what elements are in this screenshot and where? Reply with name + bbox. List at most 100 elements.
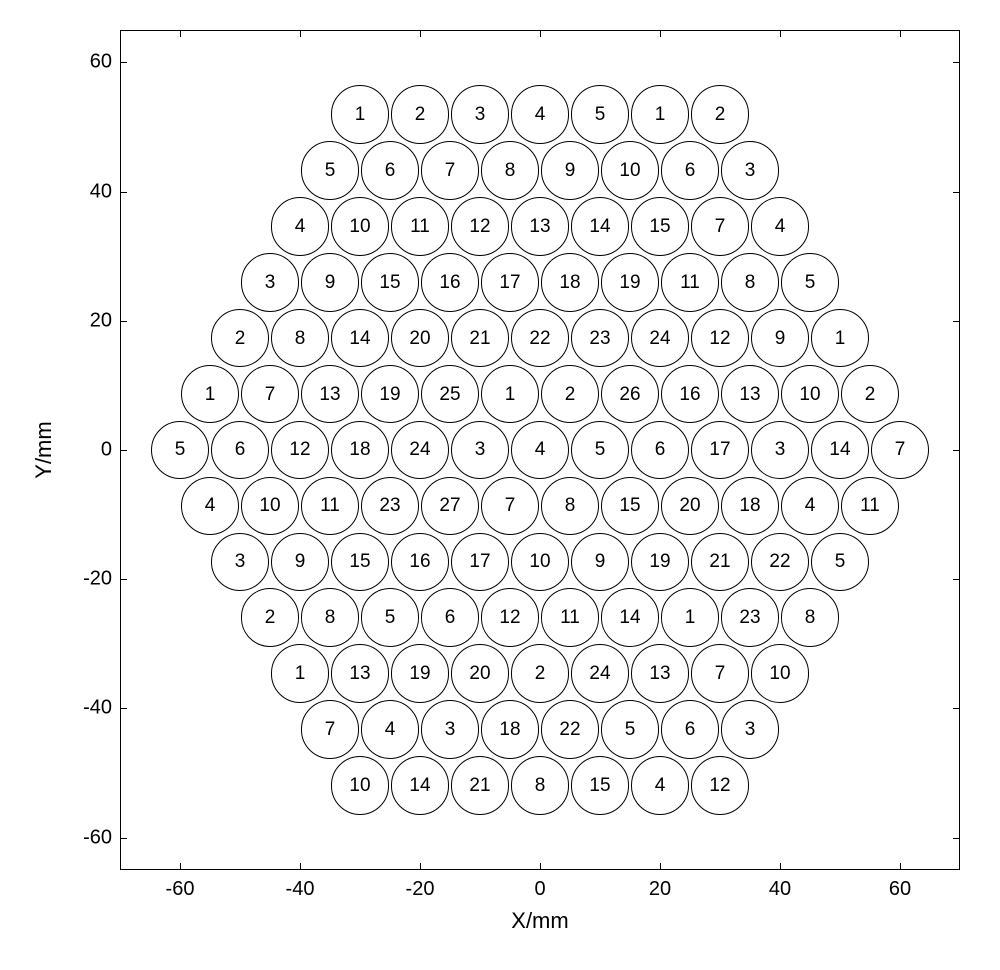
hex-node: 22 — [541, 700, 600, 759]
y-tick — [953, 321, 960, 322]
hex-node: 12 — [691, 756, 750, 815]
hex-node: 3 — [721, 700, 780, 759]
hex-node-label: 10 — [769, 664, 790, 683]
x-tick — [900, 863, 901, 870]
y-tick-label: -20 — [83, 568, 112, 591]
hex-node-label: 11 — [410, 217, 430, 236]
hex-node-label: 1 — [355, 105, 366, 124]
hex-node-label: 4 — [295, 217, 306, 236]
hex-node-label: 4 — [775, 217, 786, 236]
x-tick-label: -60 — [166, 878, 195, 901]
hex-node: 3 — [451, 85, 510, 144]
hex-node: 8 — [511, 756, 570, 815]
hex-node: 17 — [481, 253, 540, 312]
y-tick-label: 0 — [101, 439, 112, 462]
hex-node: 14 — [601, 588, 660, 647]
hex-node: 9 — [301, 253, 360, 312]
hex-node: 4 — [751, 197, 810, 256]
hex-node-label: 4 — [535, 440, 546, 459]
hex-node-label: 7 — [505, 496, 516, 515]
x-tick — [660, 863, 661, 870]
hex-node-label: 15 — [649, 217, 670, 236]
hex-node: 2 — [241, 588, 300, 647]
hex-node: 24 — [571, 644, 630, 703]
y-tick — [953, 62, 960, 63]
y-tick — [953, 192, 960, 193]
hex-node: 8 — [301, 588, 360, 647]
hex-node-label: 8 — [295, 329, 306, 348]
hex-node-label: 10 — [529, 552, 550, 571]
x-tick — [300, 30, 301, 37]
hex-node-label: 6 — [445, 608, 456, 627]
hex-node-label: 11 — [680, 273, 700, 292]
y-axis-label: Y/mm — [31, 421, 57, 478]
hex-node-label: 5 — [385, 608, 396, 627]
hex-node-label: 8 — [565, 496, 576, 515]
y-tick — [120, 708, 127, 709]
hex-node: 15 — [631, 197, 690, 256]
hex-node-label: 9 — [775, 329, 786, 348]
y-tick-label: -60 — [83, 826, 112, 849]
hex-node: 14 — [391, 756, 450, 815]
hex-node-label: 10 — [619, 161, 640, 180]
hex-node: 3 — [721, 141, 780, 200]
hex-node-label: 13 — [739, 385, 760, 404]
hex-node: 4 — [511, 85, 570, 144]
hex-node-label: 8 — [805, 608, 816, 627]
hex-node-label: 12 — [709, 776, 730, 795]
hex-node-label: 14 — [619, 608, 640, 627]
hex-node-label: 20 — [409, 329, 430, 348]
hex-node: 5 — [301, 141, 360, 200]
hex-node: 10 — [601, 141, 660, 200]
x-tick — [300, 863, 301, 870]
x-tick — [780, 30, 781, 37]
hex-node: 10 — [751, 644, 810, 703]
hex-node-label: 3 — [445, 720, 456, 739]
hex-node-label: 22 — [529, 329, 550, 348]
hex-node: 11 — [391, 197, 450, 256]
x-tick — [540, 863, 541, 870]
hex-node: 16 — [421, 253, 480, 312]
hex-node-label: 16 — [439, 273, 460, 292]
hex-node: 18 — [541, 253, 600, 312]
hex-node: 19 — [391, 644, 450, 703]
x-tick-label: -20 — [406, 878, 435, 901]
y-tick — [953, 450, 960, 451]
hex-node: 13 — [631, 644, 690, 703]
hex-node-label: 13 — [529, 217, 550, 236]
hex-node: 11 — [661, 253, 720, 312]
hex-node-label: 3 — [745, 720, 756, 739]
hex-node-label: 18 — [499, 720, 520, 739]
hex-node-label: 17 — [499, 273, 520, 292]
hex-node-label: 3 — [775, 440, 786, 459]
hex-node-label: 18 — [559, 273, 580, 292]
hex-node-label: 10 — [349, 776, 370, 795]
hex-node-label: 3 — [475, 105, 486, 124]
hex-node-label: 15 — [349, 552, 370, 571]
hex-node: 20 — [451, 644, 510, 703]
hex-node-label: 5 — [595, 440, 606, 459]
hex-node-label: 22 — [769, 552, 790, 571]
hex-node-label: 10 — [349, 217, 370, 236]
hex-node-label: 5 — [625, 720, 636, 739]
y-tick — [953, 579, 960, 580]
hex-node-label: 2 — [535, 664, 546, 683]
hex-node-label: 16 — [409, 552, 430, 571]
hex-node-label: 9 — [595, 552, 606, 571]
hex-node-label: 10 — [799, 385, 820, 404]
hex-node-label: 7 — [325, 720, 336, 739]
hex-node: 12 — [451, 197, 510, 256]
hex-node-label: 27 — [439, 496, 460, 515]
y-tick — [953, 708, 960, 709]
hex-node-label: 12 — [709, 329, 730, 348]
x-tick — [900, 30, 901, 37]
y-tick — [120, 579, 127, 580]
hex-node: 15 — [361, 253, 420, 312]
hex-node-label: 24 — [589, 664, 610, 683]
hex-node: 8 — [781, 588, 840, 647]
hex-node-label: 6 — [235, 440, 246, 459]
hex-node-label: 7 — [445, 161, 456, 180]
hex-node: 4 — [361, 700, 420, 759]
hex-node-label: 23 — [379, 496, 400, 515]
hex-node-label: 2 — [715, 105, 726, 124]
